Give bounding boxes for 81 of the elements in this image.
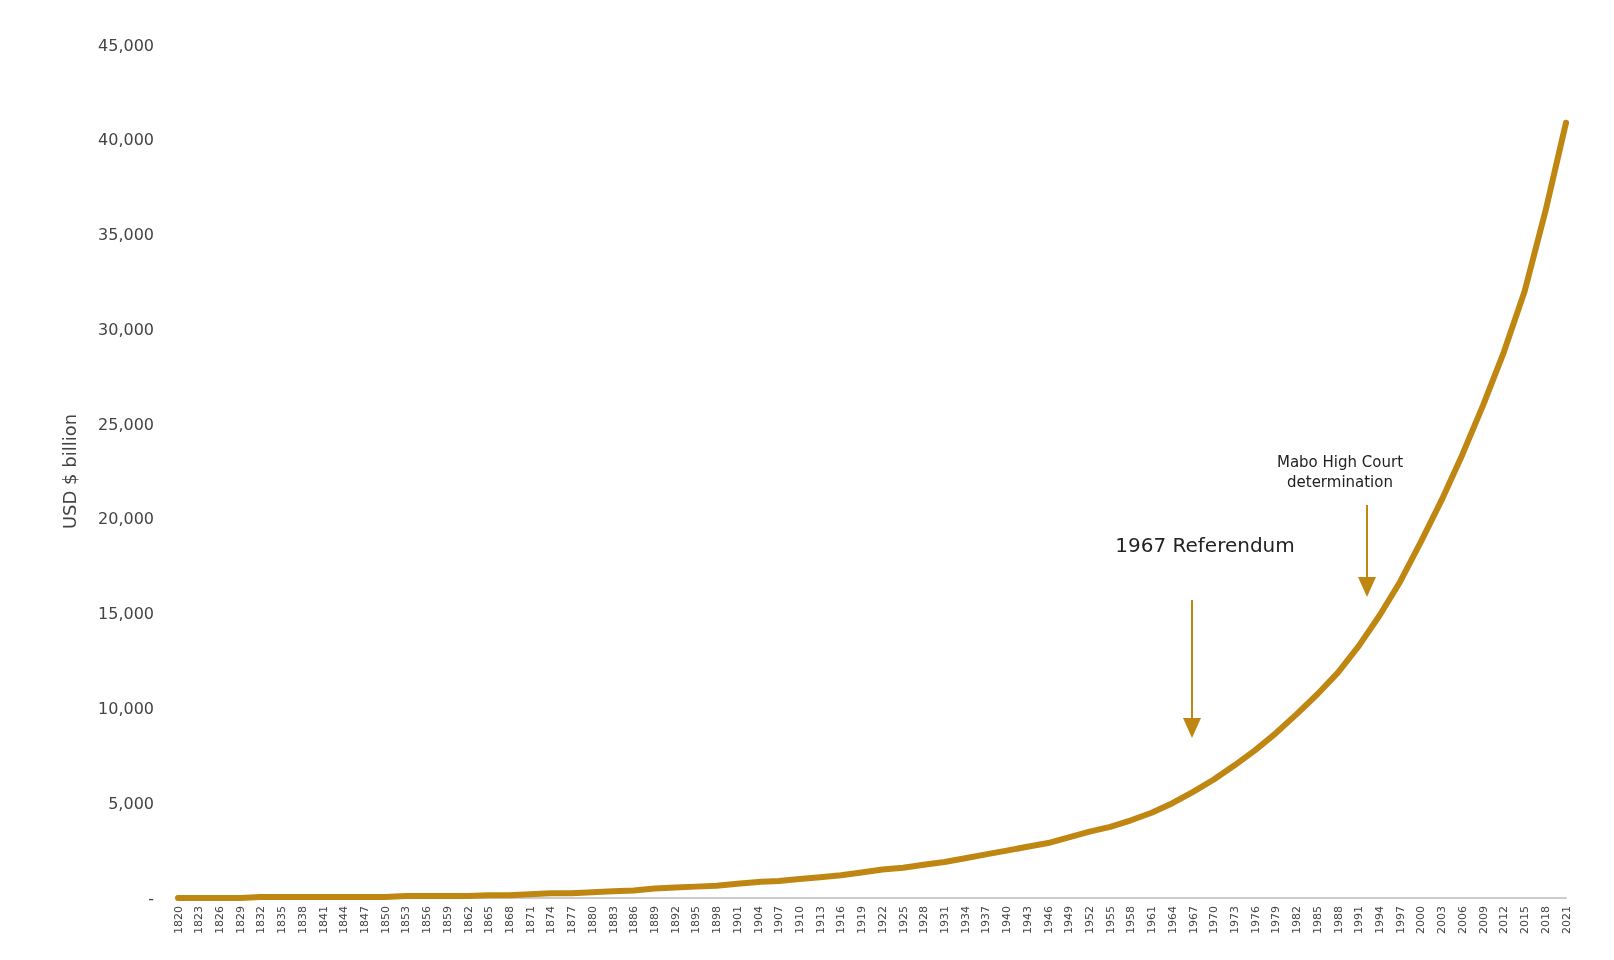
x-tick-label: 1856 xyxy=(420,906,434,934)
y-tick-label: 10,000 xyxy=(98,698,154,718)
y-tick-label: 15,000 xyxy=(98,604,154,624)
x-tick-label: 1964 xyxy=(1165,906,1179,934)
y-tick-label: 25,000 xyxy=(98,414,154,434)
x-tick-label: 1913 xyxy=(813,906,827,934)
x-tick-label: 1979 xyxy=(1269,906,1283,934)
x-tick-label: 1949 xyxy=(1062,906,1076,934)
y-tick-label: 35,000 xyxy=(98,225,154,245)
x-tick-label: 1886 xyxy=(627,906,641,934)
x-tick-label: 1985 xyxy=(1310,906,1324,934)
x-tick-label: 1928 xyxy=(917,906,931,934)
annotation: 1967 Referendum xyxy=(1114,532,1296,558)
x-tick-label: 1919 xyxy=(855,906,869,934)
y-axis-title: USD $ billion xyxy=(58,413,80,530)
y-tick-label: 5,000 xyxy=(108,793,154,813)
x-tick-label: 1982 xyxy=(1290,906,1304,934)
x-tick-label: 1850 xyxy=(378,906,392,934)
x-tick-label: 1973 xyxy=(1228,906,1242,934)
y-tick-label: - xyxy=(148,888,154,908)
x-tick-label: 1910 xyxy=(792,906,806,934)
x-tick-label: 1847 xyxy=(357,906,371,934)
x-tick-label: 1823 xyxy=(192,906,206,934)
x-tick-label: 1853 xyxy=(399,906,413,934)
y-tick-label: 40,000 xyxy=(98,130,154,150)
x-tick-label: 1898 xyxy=(710,906,724,934)
x-tick-label: 2015 xyxy=(1518,906,1532,934)
x-tick-label: 1889 xyxy=(647,906,661,934)
x-tick-label: 1925 xyxy=(896,906,910,934)
x-tick-label: 2018 xyxy=(1538,906,1552,934)
x-tick-label: 1874 xyxy=(544,906,558,934)
x-tick-label: 1868 xyxy=(502,906,516,934)
x-tick-label: 1994 xyxy=(1373,906,1387,934)
x-tick-label: 1841 xyxy=(316,906,330,934)
x-tick-label: 1907 xyxy=(772,906,786,934)
x-tick-label: 1937 xyxy=(979,906,993,934)
x-tick-label: 1883 xyxy=(606,906,620,934)
x-tick-label: 1859 xyxy=(440,906,454,934)
x-tick-label: 1832 xyxy=(254,906,268,934)
y-tick-label: 30,000 xyxy=(98,319,154,339)
x-tick-label: 1829 xyxy=(233,906,247,934)
x-tick-label: 1970 xyxy=(1207,906,1221,934)
x-tick-label: 1946 xyxy=(1041,906,1055,934)
x-tick-label: 1916 xyxy=(834,906,848,934)
x-tick-label: 1820 xyxy=(171,906,185,934)
x-tick-label: 1871 xyxy=(523,906,537,934)
x-tick-label: 2012 xyxy=(1497,906,1511,934)
x-tick-label: 1877 xyxy=(565,906,579,934)
x-tick-label: 1826 xyxy=(212,906,226,934)
x-tick-label: 1955 xyxy=(1103,906,1117,934)
x-tick-label: 2000 xyxy=(1414,906,1428,934)
x-tick-label: 1901 xyxy=(730,906,744,934)
x-tick-label: 1922 xyxy=(875,906,889,934)
x-tick-label: 1904 xyxy=(751,906,765,934)
x-tick-label: 1838 xyxy=(295,906,309,934)
x-tick-label: 1997 xyxy=(1393,906,1407,934)
x-tick-label: 1835 xyxy=(275,906,289,934)
x-tick-label: 1862 xyxy=(461,906,475,934)
x-tick-label: 1988 xyxy=(1331,906,1345,934)
x-tick-label: 1940 xyxy=(1000,906,1014,934)
x-tick-label: 1892 xyxy=(668,906,682,934)
x-tick-label: 1880 xyxy=(585,906,599,934)
x-tick-label: 1931 xyxy=(938,906,952,934)
x-tick-label: 1991 xyxy=(1352,906,1366,934)
x-tick-label: 1967 xyxy=(1186,906,1200,934)
x-tick-label: 2021 xyxy=(1559,906,1573,934)
x-tick-label: 1934 xyxy=(958,906,972,934)
x-tick-label: 1943 xyxy=(1020,906,1034,934)
y-tick-label: 45,000 xyxy=(98,35,154,55)
x-tick-label: 2006 xyxy=(1455,906,1469,934)
x-tick-label: 1976 xyxy=(1248,906,1262,934)
x-tick-label: 1895 xyxy=(689,906,703,934)
x-tick-label: 1958 xyxy=(1124,906,1138,934)
x-tick-label: 1961 xyxy=(1145,906,1159,934)
annotation: Mabo High Court determination xyxy=(1275,453,1405,492)
x-tick-label: 2009 xyxy=(1476,906,1490,934)
y-tick-label: 20,000 xyxy=(98,509,154,529)
x-tick-label: 1952 xyxy=(1083,906,1097,934)
x-tick-label: 1865 xyxy=(482,906,496,934)
x-tick-label: 1844 xyxy=(337,906,351,934)
x-tick-label: 2003 xyxy=(1435,906,1449,934)
